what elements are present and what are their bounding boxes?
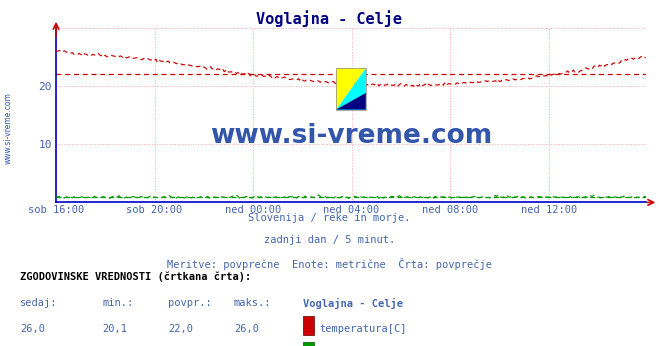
Text: Meritve: povprečne  Enote: metrične  Črta: povprečje: Meritve: povprečne Enote: metrične Črta:… [167, 258, 492, 270]
Text: 20,1: 20,1 [102, 324, 127, 334]
Text: ZGODOVINSKE VREDNOSTI (črtkana črta):: ZGODOVINSKE VREDNOSTI (črtkana črta): [20, 272, 251, 282]
Text: 26,0: 26,0 [234, 324, 259, 334]
Text: zadnji dan / 5 minut.: zadnji dan / 5 minut. [264, 235, 395, 245]
Text: povpr.:: povpr.: [168, 298, 212, 308]
Text: min.:: min.: [102, 298, 133, 308]
Text: www.si-vreme.com: www.si-vreme.com [210, 123, 492, 149]
Text: 22,0: 22,0 [168, 324, 193, 334]
Text: Voglajna - Celje: Voglajna - Celje [256, 10, 403, 27]
Text: sedaj:: sedaj: [20, 298, 57, 308]
Text: temperatura[C]: temperatura[C] [319, 324, 407, 334]
Text: Slovenija / reke in morje.: Slovenija / reke in morje. [248, 213, 411, 223]
Text: maks.:: maks.: [234, 298, 272, 308]
Text: www.si-vreme.com: www.si-vreme.com [3, 92, 13, 164]
Text: Voglajna - Celje: Voglajna - Celje [303, 298, 403, 309]
Text: 26,0: 26,0 [20, 324, 45, 334]
